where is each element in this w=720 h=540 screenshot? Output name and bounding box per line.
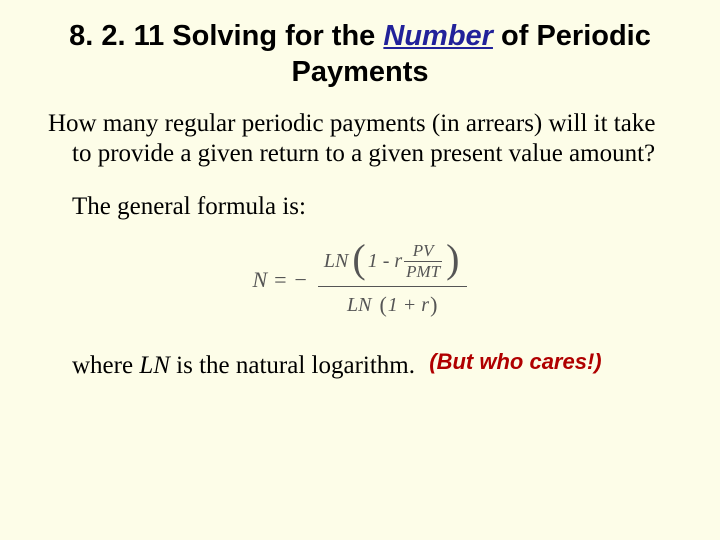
formula-N: N bbox=[253, 267, 268, 292]
formula-main-fraction: LN ( 1 - r PV PMT ) LN bbox=[318, 240, 468, 321]
footer-aside: (But who cares!) bbox=[421, 349, 601, 374]
ln-bottom: LN bbox=[347, 293, 373, 317]
rparen-small-icon: ) bbox=[429, 292, 438, 319]
ln-top: LN bbox=[324, 249, 350, 273]
lparen-small-icon: ( bbox=[378, 292, 387, 319]
rparen-big-icon: ) bbox=[444, 243, 461, 275]
formula-lhs: N = − bbox=[253, 267, 318, 294]
footer-ln: LN bbox=[139, 352, 170, 379]
negative-sign: − bbox=[293, 267, 308, 292]
paragraph-question: How many regular periodic payments (in a… bbox=[48, 109, 672, 170]
footer-pre: where bbox=[72, 352, 139, 379]
title-prefix: 8. 2. 11 Solving for the bbox=[69, 20, 383, 52]
one-minus-r: 1 - r bbox=[368, 249, 402, 273]
slide: 8. 2. 11 Solving for the Number of Perio… bbox=[0, 0, 720, 540]
inner-fraction: PV PMT bbox=[404, 242, 442, 281]
pv-label: PV bbox=[411, 242, 436, 260]
slide-title: 8. 2. 11 Solving for the Number of Perio… bbox=[48, 18, 672, 91]
footer-post: is the natural logarithm. bbox=[170, 352, 415, 379]
slide-body: How many regular periodic payments (in a… bbox=[48, 109, 672, 382]
title-emphasis: Number bbox=[383, 20, 493, 52]
one-plus-r: 1 + r bbox=[388, 293, 429, 317]
footer-line: where LN is the natural logarithm. (But … bbox=[48, 349, 672, 382]
formula-container: N = − LN ( 1 - r PV PMT ) bbox=[48, 240, 672, 321]
main-fraction-bar bbox=[318, 286, 468, 287]
fraction-denominator: LN (1 + r) bbox=[341, 290, 444, 321]
lparen-big-icon: ( bbox=[350, 243, 367, 275]
formula: N = − LN ( 1 - r PV PMT ) bbox=[253, 240, 468, 321]
equals-sign: = bbox=[267, 267, 293, 292]
pmt-label: PMT bbox=[404, 263, 442, 281]
fraction-numerator: LN ( 1 - r PV PMT ) bbox=[318, 240, 468, 283]
paragraph-formula-intro: The general formula is: bbox=[48, 192, 672, 223]
